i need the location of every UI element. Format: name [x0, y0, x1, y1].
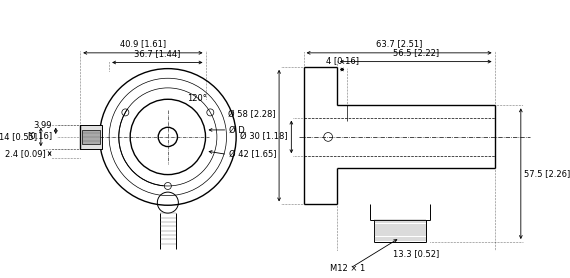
Text: 56.5 [2.22]: 56.5 [2.22] — [393, 48, 439, 57]
Text: 57.5 [2.26]: 57.5 [2.26] — [524, 169, 570, 178]
Bar — [82, 130, 100, 144]
Text: Ø 42 [1.65]: Ø 42 [1.65] — [229, 150, 276, 159]
Bar — [80, 125, 102, 149]
Text: 4 [0.16]: 4 [0.16] — [325, 56, 359, 65]
Text: 120°: 120° — [187, 94, 207, 103]
Text: Ø 30 [1.18]: Ø 30 [1.18] — [240, 132, 288, 142]
Text: 36.7 [1.44]: 36.7 [1.44] — [134, 49, 181, 58]
Text: 63.7 [2.51]: 63.7 [2.51] — [376, 39, 422, 48]
Text: Ø D: Ø D — [229, 125, 245, 135]
Text: 40.9 [1.61]: 40.9 [1.61] — [120, 39, 166, 48]
Text: Ø 58 [2.28]: Ø 58 [2.28] — [228, 110, 275, 120]
Text: 3.99
[0.16]: 3.99 [0.16] — [27, 121, 52, 140]
Text: 14 [0.55]: 14 [0.55] — [0, 132, 38, 142]
Text: M12 × 1: M12 × 1 — [330, 264, 365, 273]
Text: 13.3 [0.52]: 13.3 [0.52] — [393, 249, 439, 258]
Text: 2.4 [0.09]: 2.4 [0.09] — [5, 149, 46, 158]
